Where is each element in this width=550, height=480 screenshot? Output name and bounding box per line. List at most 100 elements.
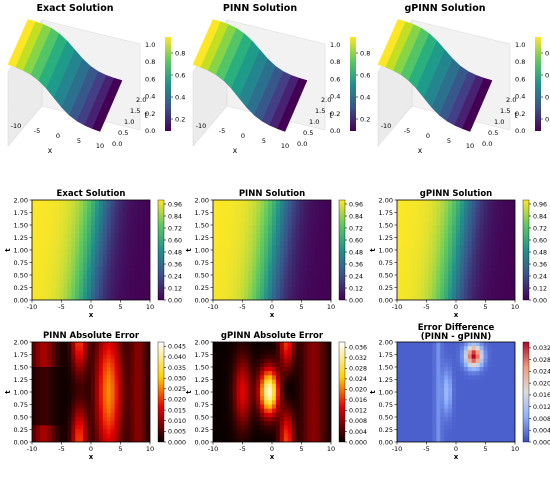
heat-cell [456,258,461,264]
heat-cell [98,229,104,234]
heat-cell [295,229,301,234]
heat-cell [436,408,441,414]
heat-cell [448,417,453,422]
heatmap-panel-5: gPINN Solution-10 -5 0 5 10x0.000.250.500.75… [369,189,547,319]
heat-cell [400,250,406,255]
heat-cell [420,258,426,264]
heat-cell [479,396,485,401]
heat-cell [408,216,414,222]
heat-cell [424,350,430,356]
heat-cell [452,425,457,431]
heat-cell [87,237,92,243]
heat-cell [495,437,500,442]
heat-cell [39,262,45,268]
heat-cell [232,417,238,422]
heat-cell [311,358,316,364]
heat-cell [138,233,143,239]
heat-cell [55,417,61,422]
heat-cell [279,233,285,239]
heat-cell [98,379,104,385]
heat-cell [240,362,246,368]
heat-cell [444,270,449,276]
heat-cell [59,433,65,439]
heat-cell [126,287,131,293]
heat-cell [448,408,453,414]
heat-cell [63,354,68,360]
heat-cell [424,396,430,401]
heat-cell [475,408,481,414]
heat-cell [79,342,84,347]
heat-cell [507,417,512,422]
heat-cell [32,421,37,426]
heat-cell [122,421,127,426]
heat-cell [283,342,289,347]
heat-cell [275,379,281,385]
heat-cell [102,245,108,251]
heat-cell [216,375,222,381]
heat-cell [428,200,433,205]
heat-cell [428,212,433,218]
heat-cell [416,204,422,209]
heat-cell [412,371,418,376]
heat-cell [51,421,57,426]
heat-cell [495,425,500,431]
heat-cell [98,342,104,347]
heat-cell [118,258,124,264]
heat-cell [275,229,281,234]
heat-cell [224,266,230,272]
heat-cell [102,212,108,218]
heat-cell [452,220,457,226]
heat-cell [126,204,131,209]
heat-cell [459,200,465,205]
heat-cell [479,250,485,255]
heat-cell [287,400,293,406]
heat-cell [228,417,234,422]
heat-cell [142,429,147,435]
heat-cell [130,421,135,426]
heat-cell [122,245,127,251]
heat-cell [487,350,492,356]
heat-cell [236,362,242,368]
heat-cell [467,354,473,360]
x-tick-label: 0 [241,132,245,140]
heat-cell [39,212,45,218]
heat-cell [471,225,477,230]
heat-cell [452,266,457,272]
heat-cell [412,383,418,389]
heat-cell [51,400,57,406]
heat-cell [130,404,135,410]
heat-cell [283,387,289,393]
heat-cell [416,225,422,230]
heat-cell [102,295,108,300]
heat-cell [264,212,269,218]
heat-cell [499,379,504,385]
heat-cell [440,237,445,243]
heat-cell [91,245,96,251]
heat-cell [91,404,96,410]
heat-cell [459,408,465,414]
y-tick-label: 0.75 [14,259,28,267]
heat-cell [279,379,285,385]
y-axis-label: t [185,248,193,252]
y-tick-label: 1.25 [195,234,209,242]
heat-cell [452,225,457,230]
heat-cell [283,358,289,364]
heat-cell [43,266,49,272]
heat-cell [279,225,285,230]
heat-cell [244,379,249,385]
heat-cell [428,204,433,209]
heat-cell [420,387,426,393]
heat-cell [142,245,147,251]
x-tick-label: -5 [58,303,64,311]
heat-cell [432,241,437,247]
heat-cell [134,270,139,276]
heat-cell [408,270,414,276]
heat-cell [287,241,293,247]
heat-cell [264,204,269,209]
heat-cell [232,275,238,280]
heat-cell [142,250,147,255]
heat-cell [487,429,492,435]
x-axis-label: x [89,453,94,461]
heat-cell [67,429,72,435]
colorbar-tick-label: 0.12 [349,285,363,292]
